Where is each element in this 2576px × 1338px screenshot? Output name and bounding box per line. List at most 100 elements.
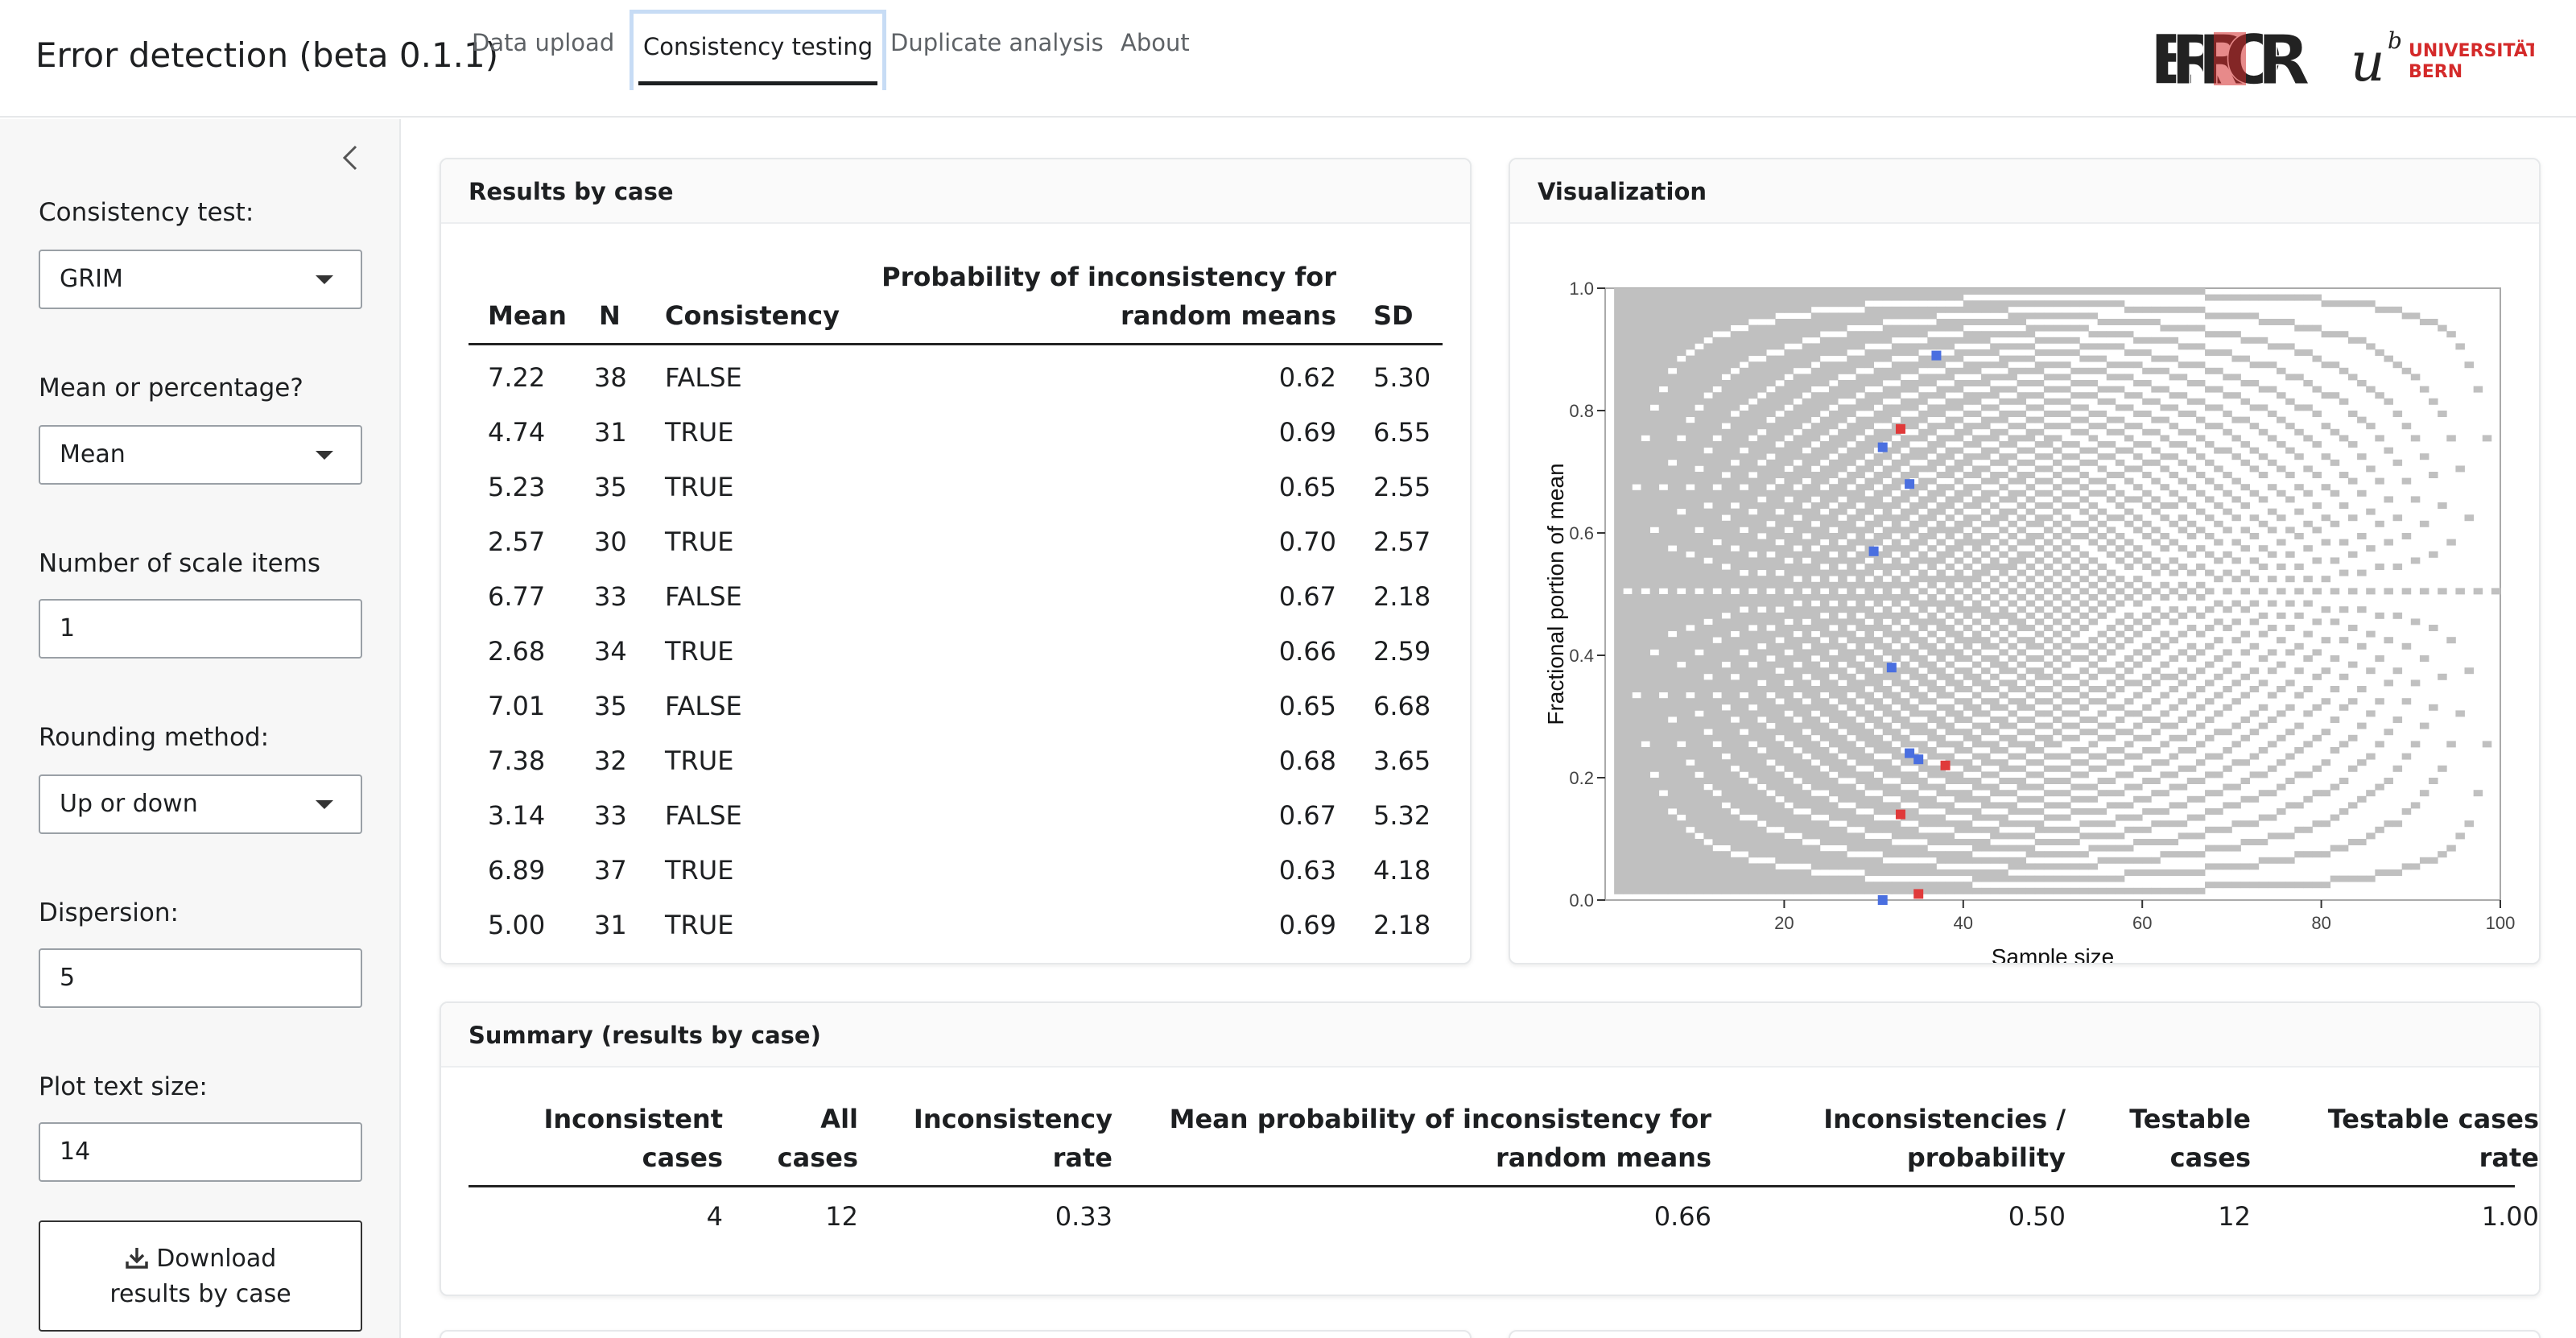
y-tick-label: 0.4 [1569,646,1594,666]
tab-about[interactable]: About [1121,29,1190,56]
chevron-left-icon[interactable] [336,143,365,172]
error-logo: ERROR [2149,23,2311,95]
cell-probability: 0.69 [1278,910,1336,940]
sum-all-cases-header: All cases [778,1100,858,1177]
svg-text:b: b [2388,27,2402,54]
cell-mean: 4.74 [488,417,546,448]
tab-duplicate-analysis[interactable]: Duplicate analysis [890,29,1104,56]
y-tick-label: 0.6 [1569,523,1594,543]
cell-mean: 2.68 [488,636,546,667]
cell-probability: 0.65 [1278,691,1336,721]
sum-inconsistencies-per-probability-value: 0.50 [2008,1201,2066,1232]
cell-n: 33 [594,581,627,612]
cell-sd: 6.55 [1373,417,1431,448]
cell-probability: 0.67 [1278,800,1336,831]
cell-probability: 0.67 [1278,581,1336,612]
grim-region [1614,288,2501,894]
visualization-card: Visualization 20 40 60 80 100 0.0 0.2 0.4 0.6 0.8… [1509,158,2541,964]
cell-consistency: FALSE [665,362,742,393]
navbar: Error detection (beta 0.1.1) Data upload… [0,0,2576,118]
cell-sd: 3.65 [1373,745,1431,776]
sum-mean-probability-header-line2: random means [1496,1142,1711,1173]
sum-inconsistencies-per-probability-header-line2: probability [1906,1142,2066,1173]
cell-sd: 2.18 [1373,910,1431,940]
caret-down-icon [316,275,333,284]
scale-items-input[interactable]: 1 [39,599,362,659]
svg-text:BERN: BERN [2409,62,2462,82]
sum-inconsistent-cases-header-line2: cases [642,1142,723,1173]
cell-probability: 0.68 [1278,745,1336,776]
summary-card: Summary (results by case) Inconsistent ca… [440,1001,2541,1296]
plot-text-size-label: Plot text size: [39,1072,208,1101]
cell-probability: 0.70 [1278,527,1336,557]
cell-mean: 2.57 [488,527,546,557]
sum-all-cases-value: 12 [825,1201,858,1232]
consistency-test-value: GRIM [60,265,123,293]
rounding-method-value: Up or down [60,790,198,818]
mean-or-percentage-select[interactable]: Mean [39,425,362,485]
cell-consistency: TRUE [665,910,734,940]
consistency-test-select[interactable]: GRIM [39,250,362,309]
col-probability: Probability of inconsistency for random … [881,258,1336,335]
inconsistent-point [1895,423,1905,434]
y-tick-label: 1.0 [1569,279,1594,299]
visualization-card-title: Visualization [1510,159,2539,224]
caret-down-icon [316,451,333,460]
sidebar: Consistency test: GRIM Mean or percentag… [0,119,401,1338]
sum-inconsistency-rate-value: 0.33 [1055,1201,1113,1232]
cell-consistency: FALSE [665,581,742,612]
x-tick-label: 20 [1774,913,1794,933]
sum-inconsistent-cases-value: 4 [706,1201,723,1232]
plot-text-size-input[interactable]: 14 [39,1122,362,1182]
svg-text:UNIVERSITÄT: UNIVERSITÄT [2409,40,2534,61]
cell-n: 32 [594,745,627,776]
cell-n: 31 [594,910,627,940]
sum-all-cases-header-line2: cases [777,1142,858,1173]
dispersion-label: Dispersion: [39,898,179,927]
download-label-line2: results by case [109,1280,291,1308]
x-tick-label: 100 [2486,913,2516,933]
sum-testable-rate-header-line2: rate [2479,1142,2539,1173]
consistent-point [1913,754,1924,765]
x-tick-label: 40 [1954,913,1973,933]
download-label-line1: Download [156,1245,277,1273]
cell-consistency: TRUE [665,472,734,502]
col-probability-line1: Probability of inconsistency for [881,262,1336,292]
scale-items-label: Number of scale items [39,549,321,578]
cell-mean: 7.22 [488,362,546,393]
results-by-case-card: Results by case Mean N Consistency Proba… [440,158,1472,964]
cell-mean: 7.01 [488,691,546,721]
sum-inconsistency-rate-header-line1: Inconsistency [913,1104,1113,1134]
cell-mean: 6.89 [488,855,546,886]
sum-inconsistency-rate-header-line2: rate [1052,1142,1113,1173]
consistent-point [1905,748,1915,758]
sum-testable-rate-header-line1: Testable cases [2327,1104,2539,1134]
consistent-point [1868,546,1879,556]
sum-inconsistency-rate-header: Inconsistency rate [914,1100,1113,1177]
tab-data-upload[interactable]: Data upload [472,29,615,56]
col-sd: SD [1373,300,1414,331]
download-results-button[interactable]: Download results by case [39,1220,362,1332]
cell-mean: 5.00 [488,910,546,940]
cell-n: 31 [594,417,627,448]
sum-testable-rate-value: 1.00 [2481,1201,2539,1232]
sum-testable-rate-header: Testable cases rate [2328,1100,2539,1177]
dispersion-input[interactable]: 5 [39,948,362,1008]
y-tick-label: 0.0 [1569,890,1594,911]
unibe-logo: u b UNIVERSITÄT BERN [2351,27,2534,92]
cell-mean: 3.14 [488,800,546,831]
x-axis-label: Sample size [1992,944,2115,964]
consistency-test-label: Consistency test: [39,198,254,227]
sum-inconsistent-cases-header-line1: Inconsistent [543,1104,723,1134]
tab-consistency-testing[interactable]: Consistency testing [630,10,887,90]
cell-consistency: TRUE [665,527,734,557]
sum-testable-cases-header: Testable cases [2129,1100,2251,1177]
col-mean: Mean [488,300,567,331]
download-icon [125,1248,148,1269]
cell-sd: 5.32 [1373,800,1431,831]
col-probability-line2: random means [1121,300,1336,331]
sum-inconsistencies-per-probability-header: Inconsistencies / probability [1823,1100,2066,1177]
rounding-method-select[interactable]: Up or down [39,774,362,834]
cell-mean: 5.23 [488,472,546,502]
sum-mean-probability-header: Mean probability of inconsistency for ran… [1170,1100,1711,1177]
